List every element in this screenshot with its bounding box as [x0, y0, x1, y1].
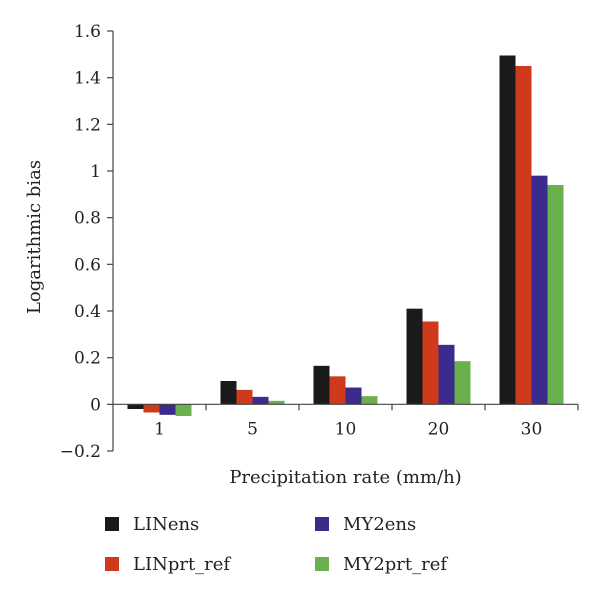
legend-swatch: [315, 557, 329, 571]
x-axis-title: Precipitation rate (mm/h): [229, 467, 461, 488]
bar-linens: [499, 55, 516, 405]
legend-swatch: [315, 517, 329, 531]
bar-linens: [313, 365, 330, 405]
y-tick-label: 1.6: [74, 22, 101, 42]
bar-my2ens: [252, 396, 269, 405]
bars-group: [127, 55, 564, 416]
y-tick-label: 0.4: [74, 302, 101, 322]
x-tick-label: 20: [428, 419, 450, 439]
bar-linprt-ref: [515, 66, 532, 405]
bar-linprt-ref: [236, 389, 253, 405]
bar-linprt-ref: [422, 321, 439, 405]
x-tick-label: 30: [521, 419, 543, 439]
y-tick-label: 1: [90, 162, 101, 182]
y-tick-label: 1.4: [74, 69, 101, 89]
y-tick-label: 0.2: [74, 349, 101, 369]
legend-label: MY2ens: [343, 514, 416, 535]
bar-linens: [406, 308, 423, 405]
bar-my2ens: [345, 387, 362, 405]
y-axis-title: Logarithmic bias: [24, 160, 45, 314]
legend-swatch: [105, 517, 119, 531]
legend-label: LINens: [133, 514, 199, 535]
bar-my2prt-ref: [175, 404, 192, 416]
bar-my2ens: [531, 175, 548, 405]
x-tick-label: 1: [154, 419, 165, 439]
bar-my2prt-ref: [454, 361, 471, 405]
y-tick-label: 0.6: [74, 255, 101, 275]
bar-my2prt-ref: [268, 400, 285, 405]
bar-my2ens: [159, 404, 176, 415]
y-tick-label: −0.2: [60, 442, 101, 462]
bar-linens: [127, 404, 144, 409]
legend: LINens LINprt_ref MY2ens MY2prt_ref: [105, 514, 448, 575]
bar-my2prt-ref: [547, 185, 564, 405]
bar-linprt-ref: [143, 404, 160, 413]
y-tick-label: 0.8: [74, 209, 101, 229]
y-tick-label: 0: [90, 395, 101, 415]
legend-swatch: [105, 557, 119, 571]
bar-my2prt-ref: [361, 396, 378, 405]
bar-linens: [220, 381, 237, 405]
y-tick-label: 1.2: [74, 115, 101, 135]
bar-linprt-ref: [329, 376, 346, 405]
x-tick-label: 5: [247, 419, 258, 439]
x-tick-label: 10: [335, 419, 357, 439]
axes-group: −0.2 0 0.2 0.4 0.6 0.8 1 1.2 1.4 1.6 1 5 10 20 30: [60, 22, 579, 462]
legend-label: MY2prt_ref: [343, 554, 448, 575]
bar-my2ens: [438, 344, 455, 405]
legend-label: LINprt_ref: [133, 554, 231, 575]
